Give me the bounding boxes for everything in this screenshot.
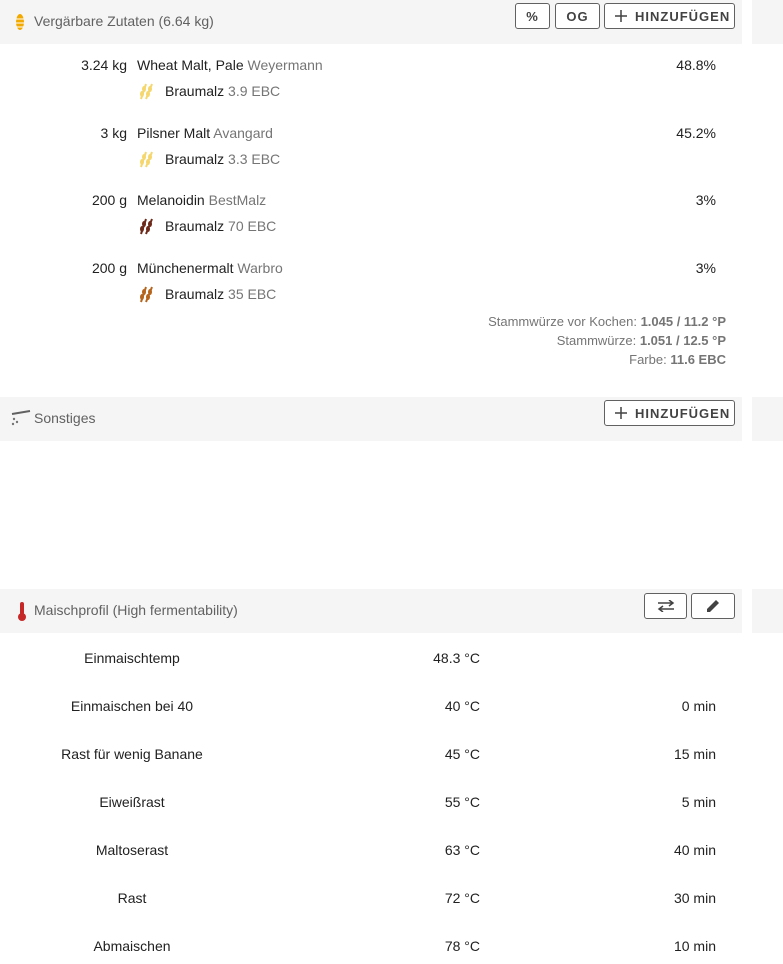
amount: 3 kg: [100, 124, 127, 141]
type: Braumalz: [165, 150, 225, 167]
step-temp: 55 °C: [444, 794, 480, 810]
step-temp: 45 °C: [444, 746, 480, 762]
step-name: Einmaischtemp: [84, 650, 180, 666]
misc-icon: [11, 410, 31, 426]
percent: 3%: [695, 259, 716, 276]
section-title: Vergärbare Zutaten (6.64 kg): [34, 13, 214, 29]
percent-button[interactable]: %: [515, 3, 550, 29]
percent: 48.8%: [676, 57, 716, 73]
amount: 3.24 kg: [81, 57, 127, 73]
section-title: Maischprofil (High fermentability): [34, 602, 238, 618]
grain-icon: [16, 14, 24, 30]
step-time: 40 min: [673, 842, 716, 858]
stat: Stammwürze: 1.051 / 12.5 °P: [557, 333, 726, 348]
add-button[interactable]: HINZUFÜGEN: [604, 3, 735, 29]
name: Melanoidin: [137, 192, 205, 208]
malt-type: Braumalz 3.3 EBC: [165, 151, 280, 167]
add-button[interactable]: HINZUFÜGEN: [604, 400, 735, 426]
misc-header: Sonstiges HINZUFÜGEN: [0, 397, 742, 441]
stat-label: Farbe:: [629, 352, 667, 367]
plus-icon: [615, 407, 627, 419]
stat-label: Stammwürze:: [556, 333, 637, 348]
stat-value: 1.045 / 11.2 °P: [640, 314, 726, 329]
amount: 200 g: [91, 192, 127, 208]
step-name: Maltoserast: [95, 842, 169, 858]
button-label: HINZUFÜGEN: [635, 8, 731, 24]
step-temp: 48.3 °C: [433, 650, 480, 666]
name: Wheat Malt, Pale: [137, 57, 244, 73]
supplier: Warbro: [237, 259, 283, 276]
color: 70 EBC: [228, 218, 277, 234]
step-name: Eiweißrast: [99, 794, 165, 810]
stat: Farbe: 11.6 EBC: [629, 352, 726, 367]
percent: 45.2%: [676, 124, 716, 141]
color: 3.9 EBC: [228, 83, 281, 99]
pencil-icon: [707, 600, 719, 612]
side-panel: [752, 0, 783, 44]
step-temp: 63 °C: [444, 842, 480, 858]
type: Braumalz: [165, 83, 225, 99]
malt-name: Münchenermalt Warbro: [137, 260, 283, 276]
type: Braumalz: [165, 285, 225, 302]
fermentables-header: Vergärbare Zutaten (6.64 kg) % OG HINZUF…: [0, 0, 742, 44]
grain-icon: [140, 286, 153, 302]
supplier: Weyermann: [247, 57, 323, 73]
section-title: Sonstiges: [34, 410, 96, 426]
malt-name: Wheat Malt, Pale Weyermann: [137, 57, 323, 73]
og-button[interactable]: OG: [555, 3, 600, 29]
grain-icon: [140, 83, 153, 100]
step-name: Rast für wenig Banane: [61, 746, 203, 762]
step-temp: 78 °C: [444, 938, 480, 954]
grain-icon: [140, 151, 153, 167]
malt-type: Braumalz 70 EBC: [165, 218, 276, 234]
step-time: 30 min: [673, 890, 716, 906]
type: Braumalz: [165, 218, 225, 234]
stat-value: 1.051 / 12.5 °P: [639, 333, 726, 348]
malt-type: Braumalz 35 EBC: [165, 286, 276, 302]
step-time: 10 min: [673, 938, 716, 954]
color: 3.3 EBC: [228, 150, 281, 167]
step-time: 0 min: [681, 698, 716, 714]
percent: 3%: [695, 192, 716, 208]
amount: 200 g: [91, 259, 127, 276]
side-panel: [752, 397, 783, 441]
step-time: 5 min: [681, 794, 716, 810]
side-panel: [752, 589, 783, 633]
edit-button[interactable]: [691, 593, 735, 619]
plus-icon: [615, 10, 627, 22]
malt-name: Pilsner Malt Avangard: [137, 125, 273, 141]
name: Pilsner Malt: [137, 124, 211, 141]
stat-label: Stammwürze vor Kochen:: [488, 314, 637, 329]
step-temp: 40 °C: [444, 698, 480, 714]
swap-icon: [657, 600, 674, 612]
mash-header: Maischprofil (High fermentability): [0, 589, 742, 633]
grain-icon: [140, 218, 153, 235]
button-label: HINZUFÜGEN: [635, 405, 731, 421]
step-name: Abmaischen: [93, 938, 171, 954]
stat: Stammwürze vor Kochen: 1.045 / 11.2 °P: [488, 314, 726, 329]
supplier: BestMalz: [208, 192, 267, 208]
malt-name: Melanoidin BestMalz: [137, 192, 266, 208]
color: 35 EBC: [228, 285, 277, 302]
step-name: Einmaischen bei 40: [70, 698, 194, 714]
step-temp: 72 °C: [444, 890, 480, 906]
step-time: 15 min: [673, 746, 716, 762]
supplier: Avangard: [213, 124, 273, 141]
malt-type: Braumalz 3.9 EBC: [165, 83, 280, 99]
name: Münchenermalt: [137, 259, 234, 276]
swap-button[interactable]: [644, 593, 687, 619]
step-name: Rast: [117, 890, 147, 906]
thermometer-icon: [18, 602, 26, 621]
stat-value: 11.6 EBC: [670, 352, 726, 367]
